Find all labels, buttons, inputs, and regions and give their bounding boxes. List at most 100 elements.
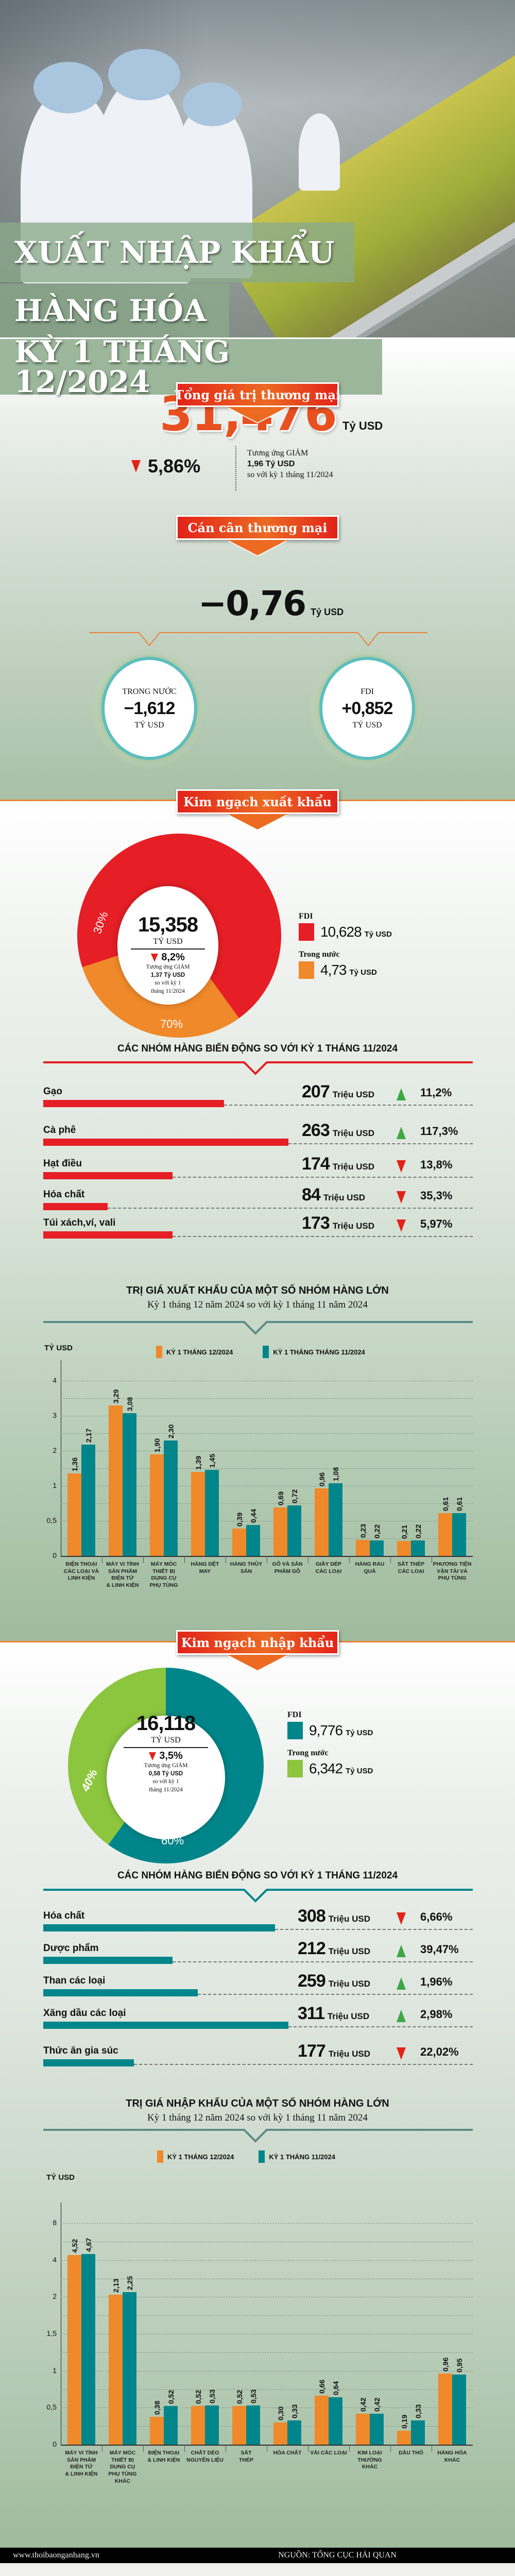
note-line: Tương ứng GIẢM xyxy=(144,1762,188,1769)
worker-figure xyxy=(299,113,340,191)
exports-chart-legend: KỲ 1 THÁNG 12/2024 KỲ 1 THÁNG THÁNG 11/2… xyxy=(156,1346,365,1358)
category-separator xyxy=(390,2445,391,2452)
exports-chart-yunit: TỶ USD xyxy=(44,1344,73,1352)
note-line: Tương ứng GIẢM xyxy=(247,449,308,457)
group-change-pct: 117,3% xyxy=(420,1125,458,1138)
dashed-leader xyxy=(288,1143,473,1144)
legend-fdi-value: 9,776 xyxy=(309,1722,343,1738)
note-amount: 1,96 Tỷ USD xyxy=(247,459,295,468)
x-category-label: ĐIỆN THOẠI CÁC LOẠI VÀ LINH KIỆN xyxy=(63,1561,99,1582)
bar-value-label: 0,53 xyxy=(208,2389,216,2404)
trade-balance-value-group: −0,76 Tỷ USD xyxy=(198,580,363,621)
category-separator xyxy=(349,2445,350,2452)
bar-current-period xyxy=(150,2416,164,2445)
hairnet xyxy=(183,82,242,126)
bar-value-label: 0,96 xyxy=(317,1472,326,1487)
category-separator xyxy=(143,1556,144,1563)
value-number: 308 xyxy=(298,1906,326,1926)
category-separator xyxy=(390,1556,391,1563)
list-item: Hóa chất 84 Triệu USD 35,3% xyxy=(43,1185,473,1216)
domestic-label: TRONG NƯỚC xyxy=(122,687,177,696)
list-item: Thức ăn gia súc 177 Triệu USD 22,02% xyxy=(43,2041,473,2072)
value-number: 212 xyxy=(298,1939,326,1958)
x-category-label: HÓA CHẤT xyxy=(273,2450,302,2456)
bar-previous-period xyxy=(81,1445,95,1556)
bar-value-label: 1,08 xyxy=(331,1467,340,1481)
note-line: so với kỳ 1 xyxy=(154,980,181,987)
bar-value-label: 0,42 xyxy=(372,2397,381,2412)
bar-value-label: 0,33 xyxy=(414,2404,422,2418)
bar-value-label: 1,90 xyxy=(152,1438,161,1452)
value-unit: Triệu USD xyxy=(332,1090,374,1099)
y-tick-label: 0 xyxy=(53,1551,57,1560)
dashed-leader xyxy=(173,1236,473,1237)
legend-label-previous: KỲ 1 THÁNG 11/2024 xyxy=(269,2153,335,2161)
group-value: 173 Triệu USD xyxy=(302,1213,374,1233)
group-change-pct: 13,8% xyxy=(420,1158,453,1171)
y-tick-label: 2 xyxy=(53,1446,57,1454)
bar-value-label: 0,61 xyxy=(441,1497,450,1512)
x-category-label: MÁY MÓC THIẾT BỊ DỤNG CỤ PHỤ TÙNG KHÁC xyxy=(108,2450,137,2484)
y-tick-label: 1 xyxy=(53,2366,57,2375)
gridline-minor xyxy=(61,2315,473,2316)
increase-triangle-icon xyxy=(397,1945,406,1957)
legend-domestic-label: Trong nước xyxy=(287,1749,329,1757)
x-category-label: HÀNG HÓA KHÁC xyxy=(437,2450,467,2463)
bar-current-period xyxy=(67,1473,81,1556)
legend-fdi-swatch xyxy=(299,923,314,941)
footer-website-link[interactable]: www.thoibaonganhang.vn xyxy=(13,2551,99,2560)
bar-value-label: 0,30 xyxy=(276,2406,285,2420)
total-trade-note: Tương ứng GIẢM 1,96 Tỷ USD so với kỳ 1 t… xyxy=(247,448,381,480)
balance-connector-line xyxy=(89,632,427,647)
trade-balance-header: Cán cân thương mại xyxy=(176,515,339,555)
legend-domestic-row: 6,342 Tỷ USD xyxy=(287,1760,452,1777)
hero-photo: XUẤT NHẬP KHẨU HÀNG HÓA xyxy=(0,0,515,337)
bar-value-label: 0,52 xyxy=(166,2390,175,2404)
group-bar xyxy=(43,1203,108,1210)
footer-source: NGUỒN: TỔNG CỤC HẢI QUAN xyxy=(278,2551,397,2560)
bar-value-label: 0,38 xyxy=(152,2400,161,2415)
bar-current-period xyxy=(109,1405,123,1556)
bar-value-label: 0,22 xyxy=(414,1524,422,1539)
bar-current-period xyxy=(150,1454,164,1556)
group-change-pct: 11,2% xyxy=(420,1086,452,1099)
dashed-leader xyxy=(288,2026,473,2027)
bar-value-label: 3,29 xyxy=(111,1389,120,1404)
imports-change-pct: 3,5% xyxy=(159,1750,183,1761)
teal-divider-line xyxy=(43,1889,473,1903)
bar-previous-period xyxy=(287,1505,301,1556)
group-value: 174 Triệu USD xyxy=(302,1154,374,1174)
legend-domestic-unit: Tỷ USD xyxy=(346,1766,373,1775)
bar-current-period xyxy=(232,2406,246,2445)
bar-value-label: 4,67 xyxy=(84,2238,93,2252)
bar-value-label: 0,21 xyxy=(400,1525,408,1539)
x-category-label: HÀNG DỆT MAY xyxy=(191,1561,219,1574)
imports-bar-chart: 0 0,5 1 1,5 2 4 8 4,52 4,67 MÁY VI TÍNH SẢN PHẨM ĐI… xyxy=(31,2184,484,2545)
bar-value-label: 0,96 xyxy=(441,2358,450,2372)
decrease-triangle-icon xyxy=(397,1219,406,1232)
bar-previous-period xyxy=(164,2406,178,2445)
note-line: so với kỳ 1 tháng 11/2024 xyxy=(247,470,333,479)
bar-value-label: 0,95 xyxy=(455,2358,464,2372)
bar-previous-period xyxy=(329,2397,342,2445)
trade-balance-unit: Tỷ USD xyxy=(311,607,344,617)
group-change-pct: 2,98% xyxy=(420,2008,453,2021)
x-category-label: MÁY VI TÍNH SẢN PHẨM ĐIỆN TỬ & LINH KIỆN xyxy=(65,2450,98,2477)
hairnet xyxy=(108,49,180,100)
dashed-leader xyxy=(198,1994,473,1995)
group-bar xyxy=(43,2022,288,2029)
y-tick-label: 0,5 xyxy=(46,2403,57,2412)
legend-fdi-value: 10,628 xyxy=(320,924,362,940)
legend-domestic-value: 6,342 xyxy=(309,1760,343,1776)
imports-change-note: Tương ứng GIẢM 0,58 Tỷ USD so với kỳ 1 t… xyxy=(109,1762,222,1794)
list-item: Xăng dầu các loại 311 Triệu USD 2,98% xyxy=(43,2004,473,2035)
dashed-leader xyxy=(224,1105,473,1106)
bar-previous-period xyxy=(452,2374,466,2445)
note-line: Tương ứng GIẢM xyxy=(146,964,190,970)
decrease-triangle-icon xyxy=(131,460,141,472)
bar-current-period xyxy=(191,1472,205,1556)
group-name: Hạt điều xyxy=(43,1158,82,1169)
teal-divider-line xyxy=(43,1321,473,1335)
group-value: 212 Triệu USD xyxy=(298,1939,370,1959)
bar-previous-period xyxy=(329,1483,342,1556)
